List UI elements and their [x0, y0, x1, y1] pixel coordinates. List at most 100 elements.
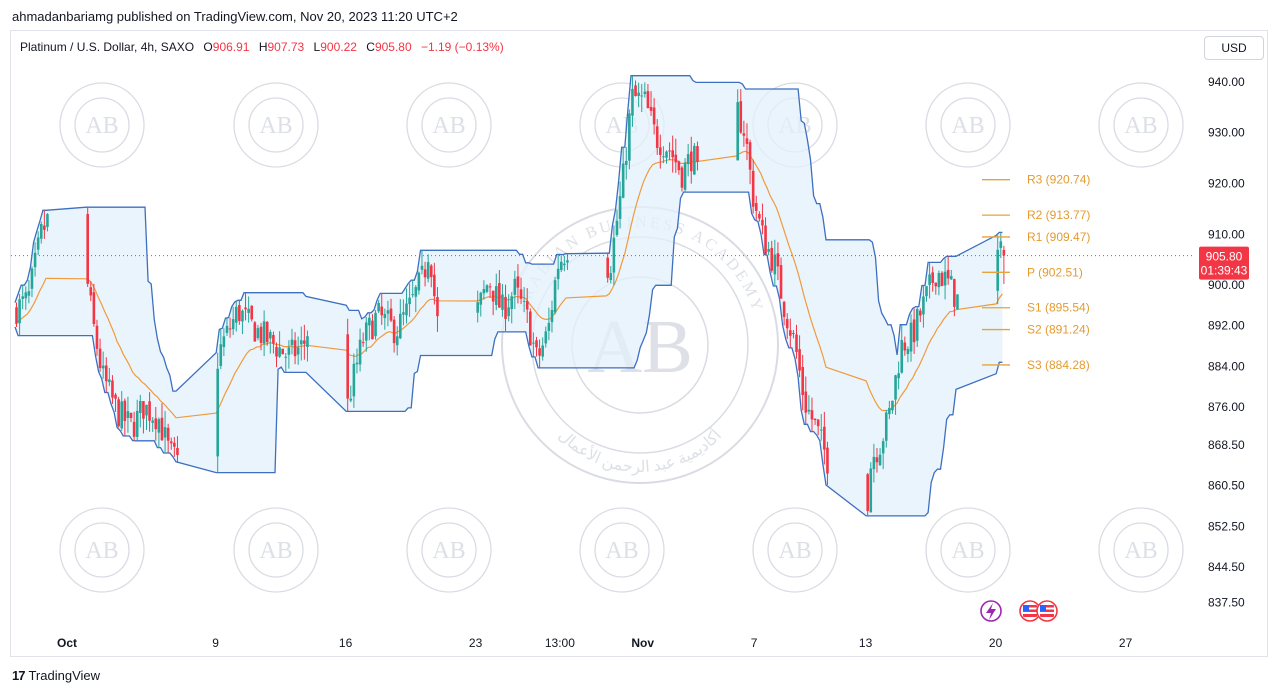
candle — [816, 419, 820, 436]
event-badges[interactable] — [980, 600, 1058, 622]
candle — [132, 411, 136, 441]
lightning-event-icon[interactable] — [980, 600, 1002, 622]
candle — [804, 376, 808, 425]
symbol-legend: Platinum / U.S. Dollar, 4h, SAXO O906.91… — [20, 40, 504, 54]
candle — [234, 301, 238, 332]
candle — [259, 322, 263, 351]
candle — [934, 282, 938, 295]
footer: 17 TradingView — [12, 668, 100, 683]
candle — [897, 361, 900, 390]
candle — [46, 213, 49, 232]
candle — [272, 331, 275, 354]
candle — [433, 262, 436, 305]
candle — [553, 276, 557, 315]
time-tick-label: 23 — [469, 636, 483, 650]
channel-lower-line — [14, 191, 1003, 517]
candle — [27, 280, 31, 304]
candle — [392, 316, 396, 353]
candle — [922, 285, 925, 328]
watermark-badge: AB — [752, 507, 838, 593]
candle — [355, 348, 359, 374]
candle — [157, 417, 161, 448]
candle — [269, 329, 272, 354]
pivot-label: S1 (895.54) — [1027, 301, 1090, 315]
candle — [659, 134, 662, 169]
price-tag-countdown: 01:39:43 — [1201, 264, 1248, 278]
chart-frame — [10, 30, 1268, 657]
candle — [513, 270, 517, 309]
candle — [628, 109, 631, 170]
candle — [380, 293, 384, 325]
candle — [510, 292, 514, 324]
candle — [813, 418, 817, 425]
watermark-badge: AB — [925, 82, 1011, 168]
candle — [792, 330, 795, 339]
watermark-initials: AB — [259, 113, 292, 139]
candle — [643, 82, 647, 98]
candle — [303, 324, 306, 360]
candle — [228, 317, 232, 338]
candle — [36, 231, 40, 256]
candle — [875, 447, 879, 473]
price-axis[interactable]: 837.50 844.50 852.50 860.50 868.50 876.00 884.… — [1194, 31, 1245, 623]
pivot-label: P (902.51) — [1027, 265, 1083, 279]
pivot-label: S2 (891.24) — [1027, 323, 1090, 337]
watermark-initials: AB — [951, 113, 984, 139]
candle — [494, 273, 498, 311]
candle — [761, 203, 764, 235]
candle — [241, 309, 244, 335]
candle — [770, 240, 774, 273]
candle — [346, 318, 349, 412]
candle — [402, 299, 405, 326]
tradingview-brand[interactable]: TradingView — [28, 668, 101, 683]
low-label: L — [313, 40, 321, 54]
currency-button[interactable]: USD — [1204, 36, 1264, 60]
candle — [915, 306, 919, 347]
candle — [956, 294, 959, 310]
candle — [135, 399, 139, 441]
price-tick-label: 900.00 — [1208, 278, 1245, 292]
candle — [238, 300, 241, 325]
pivot-p: P (902.51) — [982, 265, 1083, 279]
pivot-s3: S3 (884.28) — [982, 358, 1090, 372]
candle — [265, 320, 269, 346]
pivot-s2: S2 (891.24) — [982, 323, 1090, 337]
candle — [826, 441, 829, 485]
close-label: C — [366, 40, 375, 54]
candle — [946, 256, 950, 285]
candle — [538, 339, 541, 368]
candle — [525, 288, 529, 324]
candle — [544, 326, 548, 348]
publisher-header: ahmadanbariamg published on TradingView.… — [12, 9, 458, 24]
candle — [247, 296, 250, 323]
candle — [649, 91, 653, 116]
price-tick-label: 930.00 — [1208, 126, 1245, 140]
candle — [145, 404, 148, 431]
candle — [126, 396, 130, 433]
candle — [745, 123, 749, 161]
candle — [361, 332, 365, 347]
candle — [547, 307, 551, 341]
channel-upper-line — [14, 75, 1003, 392]
watermark-initials: AB — [432, 538, 465, 564]
time-tick-label: 7 — [751, 636, 758, 650]
candle — [541, 337, 544, 361]
tradingview-logo-icon[interactable]: 17 — [12, 668, 26, 683]
candle — [640, 83, 644, 113]
candle — [535, 336, 538, 357]
price-chart[interactable]: ABABABABABABABABABABABABABABABARABIAN BU… — [0, 0, 1280, 660]
candle — [693, 142, 696, 176]
us-flag-event-icon[interactable] — [1019, 600, 1041, 622]
high-label: H — [258, 40, 268, 54]
us-flag-event-icon[interactable] — [1036, 600, 1058, 622]
candle — [637, 82, 640, 108]
candle — [114, 392, 117, 412]
time-axis[interactable]: Oct 9 16 23 13:00 Nov 7 13 20 27 — [57, 636, 1133, 650]
candle — [888, 400, 891, 420]
candle — [256, 324, 260, 341]
watermark-badge: AB — [1098, 82, 1184, 168]
candle — [925, 286, 928, 302]
candle — [559, 255, 563, 272]
candle — [823, 411, 826, 465]
watermark-initials: AB — [85, 113, 118, 139]
